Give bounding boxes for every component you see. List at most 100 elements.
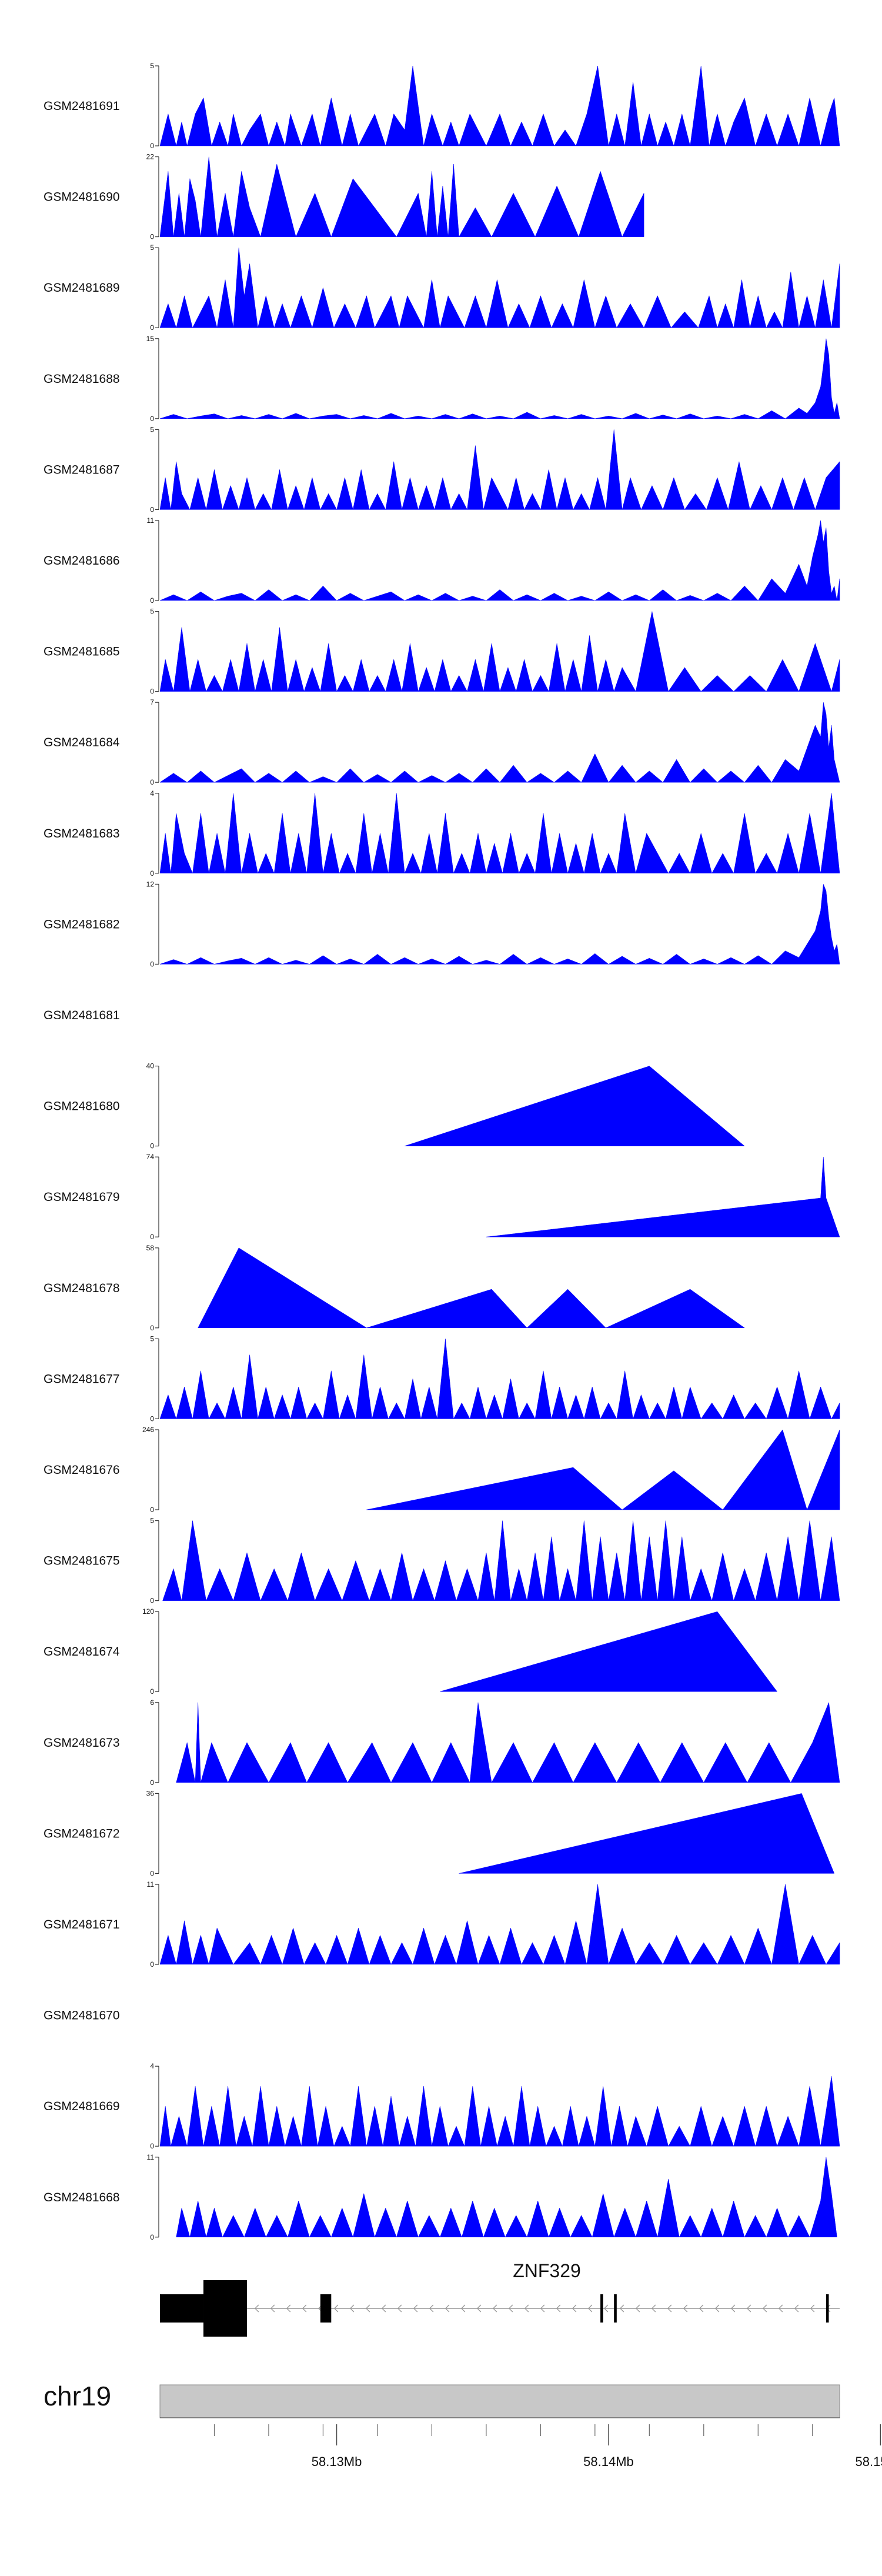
strand-arrow [651,2304,656,2313]
y-axis-max-label: 58 [146,1244,155,1252]
track-GSM2481686: GSM2481686 11 0 [44,516,840,605]
track-label: GSM2481677 [44,1372,120,1386]
coverage-area [459,1793,835,1874]
coverage-area [159,520,840,601]
track-GSM2481677: GSM2481677 5 0 [44,1334,840,1423]
y-axis-min-label: 0 [150,1687,154,1696]
strand-arrow [270,2304,275,2313]
y-axis-max-label: 36 [146,1789,155,1797]
coverage-area [159,611,840,692]
strand-arrow [667,2304,672,2313]
strand-arrow [572,2304,577,2313]
coverage-area [159,1884,840,1965]
y-axis-max-label: 246 [142,1426,154,1434]
track-label: GSM2481676 [44,1463,120,1477]
strand-arrow [429,2304,434,2313]
y-axis-max-label: 11 [147,1880,155,1888]
track-label: GSM2481686 [44,554,120,568]
coverage-area [159,429,840,510]
strand-arrow [365,2304,370,2313]
y-axis-max-label: 40 [146,1062,155,1070]
track-label: GSM2481670 [44,2009,120,2023]
y-axis-min-label: 0 [150,1324,154,1332]
track-GSM2481682: GSM2481682 12 0 [44,880,840,968]
strand-arrow [286,2304,291,2313]
y-axis-max-label: 74 [146,1153,155,1161]
track-GSM2481675: GSM2481675 5 0 [44,1517,840,1605]
coverage-area [486,1157,840,1237]
exon [826,2294,829,2323]
track-label: GSM2481679 [44,1190,120,1204]
y-axis-max-label: 7 [150,698,154,706]
track-label: GSM2481691 [44,99,120,113]
track-GSM2481678: GSM2481678 58 0 [44,1244,745,1332]
strand-arrow [445,2304,450,2313]
strand-arrow [492,2304,497,2313]
track-GSM2481680: GSM2481680 40 0 [44,1062,745,1150]
coverage-area [159,793,840,874]
y-axis-min-label: 0 [150,2233,154,2241]
track-label: GSM2481683 [44,827,120,840]
strand-arrow [333,2304,339,2313]
strand-arrow [762,2304,767,2313]
track-label: GSM2481674 [44,1645,120,1659]
y-axis-max-label: 5 [150,425,154,433]
coverage-area [159,338,840,419]
gene-label: ZNF329 [513,2260,581,2281]
y-axis-max-label: 6 [150,1699,154,1707]
track-label: GSM2481678 [44,1282,120,1295]
track-label: GSM2481671 [44,1918,120,1931]
y-axis-min-label: 0 [150,233,154,241]
strand-arrow [556,2304,561,2313]
y-axis-max-label: 4 [150,789,154,798]
coverage-area [176,2157,837,2238]
y-axis-max-label: 5 [150,1334,154,1343]
track-GSM2481689: GSM2481689 5 0 [44,243,840,332]
y-axis-max-label: 12 [146,880,155,888]
track-label: GSM2481681 [44,1009,120,1022]
track-GSM2481674: GSM2481674 120 0 [44,1607,778,1696]
y-axis-max-label: 5 [150,243,154,252]
track-label: GSM2481669 [44,2100,120,2113]
strand-arrow [714,2304,720,2313]
coverage-area [159,65,840,146]
strand-arrow [810,2304,815,2313]
strand-arrow [635,2304,640,2313]
y-axis-max-label: 4 [150,2062,154,2070]
strand-arrow [746,2304,751,2313]
track-label: GSM2481680 [44,1100,120,1113]
track-label: GSM2481688 [44,372,120,386]
coverage-area [162,1520,840,1601]
coverage-area [366,1429,840,1510]
chromosome-ideogram [159,2384,840,2418]
y-axis-min-label: 0 [150,960,154,968]
strand-arrow [603,2304,609,2313]
strand-arrow [683,2304,688,2313]
y-axis-max-label: 5 [150,62,154,70]
strand-arrow [699,2304,704,2313]
chromosome-label: chr19 [44,2381,111,2411]
exon [160,2294,203,2323]
coverage-tracks: GSM248169150GSM2481690220GSM248168950GSM… [44,62,840,2241]
strand-arrow [397,2304,402,2313]
y-axis-max-label: 22 [146,153,155,161]
coverage-area [159,2076,840,2147]
track-label: GSM2481685 [44,645,120,659]
y-axis-max-label: 120 [142,1607,154,1616]
track-GSM2481683: GSM2481683 4 0 [44,789,840,877]
axis-tick-label: 58.15Mb [856,2454,882,2469]
strand-arrow [302,2304,307,2313]
coverage-area [159,702,840,783]
y-axis-max-label: 15 [146,335,155,343]
track-GSM2481672: GSM2481672 36 0 [44,1789,835,1877]
y-axis-min-label: 0 [150,1414,154,1423]
y-axis-min-label: 0 [150,1869,154,1877]
y-axis-min-label: 0 [150,688,154,696]
gene-model-track: ZNF329 [160,2260,840,2337]
track-label: GSM2481672 [44,1827,120,1840]
track-GSM2481685: GSM2481685 5 0 [44,608,840,696]
y-axis-max-label: 11 [147,2153,155,2161]
y-axis-min-label: 0 [150,505,154,513]
track-label: GSM2481668 [44,2191,120,2204]
coverage-area [159,156,644,238]
